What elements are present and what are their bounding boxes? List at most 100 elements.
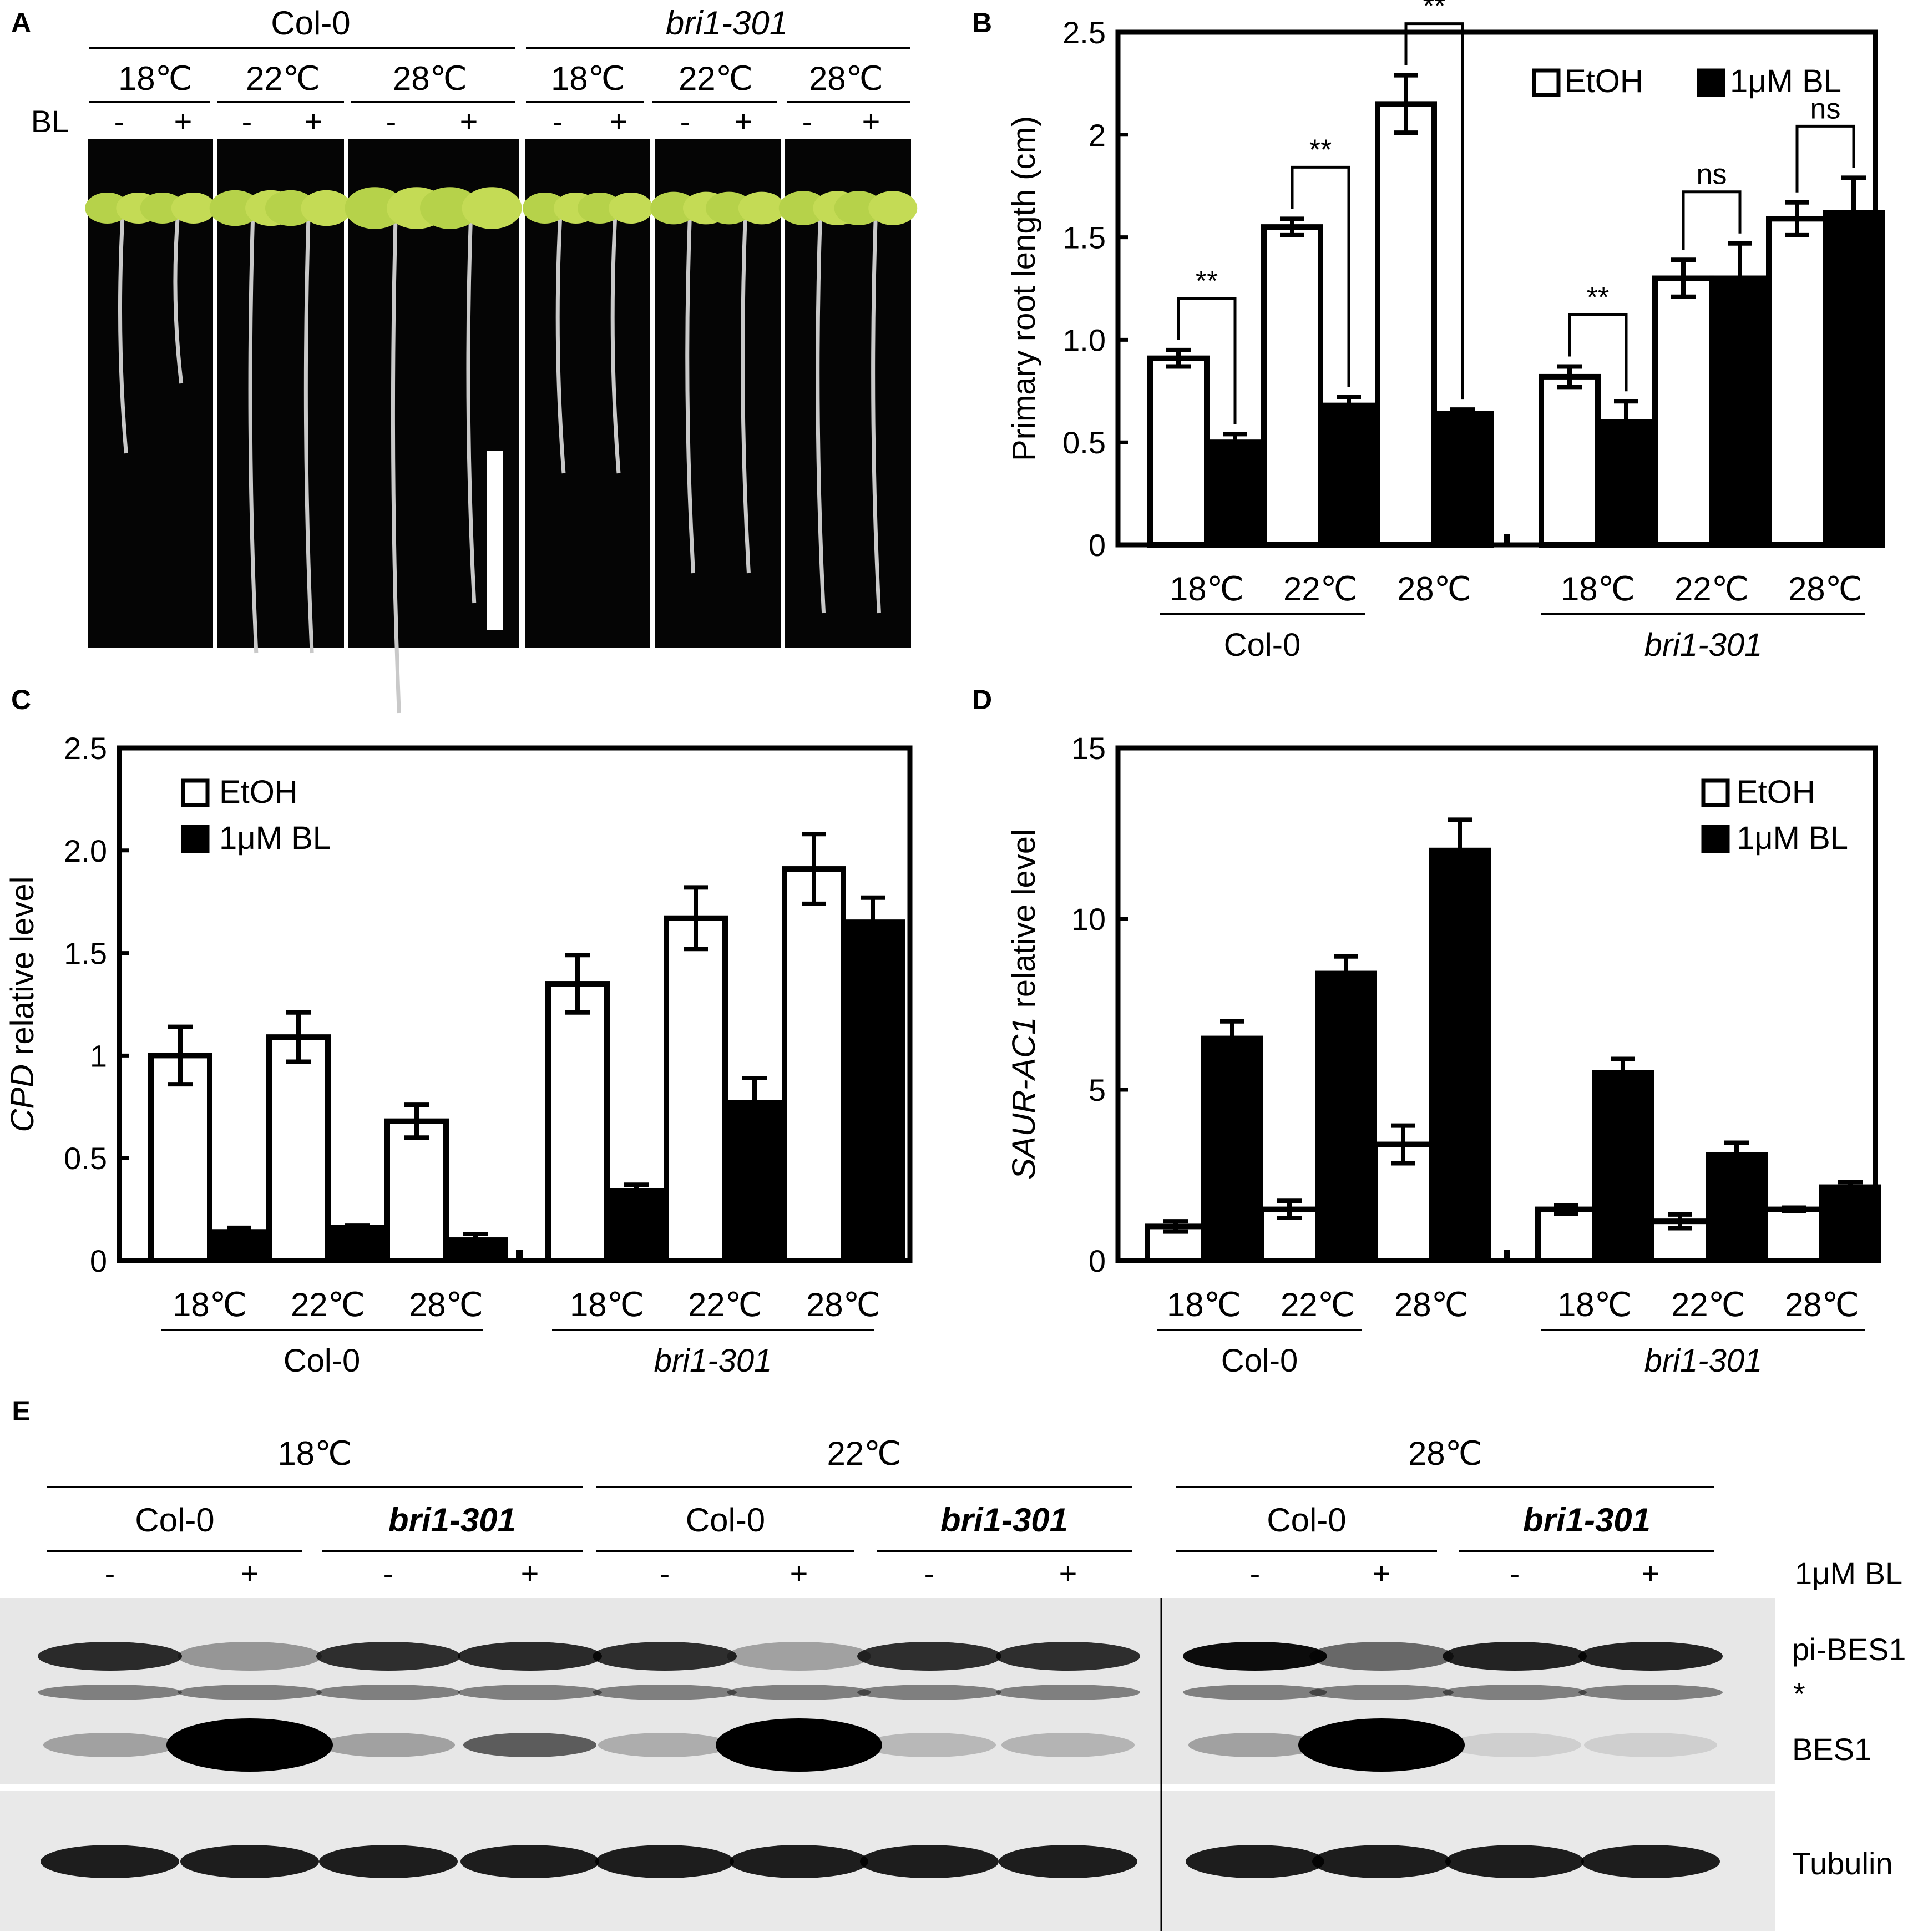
y-axis-label-rest: relative level (1006, 829, 1042, 1016)
panel-a-letter: A (11, 7, 31, 38)
seedling-root (303, 213, 314, 654)
band-nonspecific (1443, 1685, 1587, 1700)
x-category-label: 28℃ (1788, 570, 1863, 608)
panel-e-sign: - (1250, 1556, 1261, 1591)
significance-bracket (1404, 22, 1464, 400)
legend-label: EtOH (1565, 63, 1643, 99)
legend-label: 1μM BL (1737, 820, 1848, 856)
bar-bl (604, 1188, 669, 1263)
band-bes1 (598, 1733, 731, 1757)
bar-bl (1431, 411, 1494, 548)
panel-e-treatment-label: 1μM BL (1795, 1556, 1902, 1591)
significance-bracket (1177, 297, 1237, 424)
band-bes1 (43, 1733, 176, 1757)
group-separator-mark (1504, 534, 1510, 545)
y-tick-label: 2.0 (64, 833, 107, 868)
plot-frame (117, 745, 913, 1263)
y-tick-label: 0 (1089, 528, 1106, 563)
x-category-label: 18℃ (1557, 1286, 1632, 1323)
panel-a-temp-label: 28℃ (393, 60, 467, 97)
panel-a-sign: - (553, 104, 563, 139)
x-category-label: 22℃ (291, 1286, 365, 1323)
seedling-cotyledon (738, 191, 785, 225)
seedling-cotyledon (209, 190, 261, 226)
panel-a-sign: + (610, 104, 628, 139)
seedling-root (685, 213, 696, 574)
panel-e-sign: + (1373, 1556, 1391, 1591)
x-category-label: 28℃ (1397, 570, 1471, 608)
x-category-label: 18℃ (570, 1286, 644, 1323)
seedling-cotyledon (650, 191, 697, 225)
band-nonspecific (38, 1685, 182, 1700)
band-bes1 (166, 1718, 333, 1772)
band-tubulin (1581, 1845, 1720, 1878)
x-category-label: 18℃ (1561, 570, 1635, 608)
band-nonspecific (857, 1685, 1001, 1700)
significance-label: ** (1309, 134, 1332, 166)
seedling-cotyledon (345, 187, 405, 229)
bar-bl (1819, 1184, 1881, 1264)
band-tubulin (460, 1845, 599, 1878)
band-tubulin (1312, 1845, 1451, 1878)
bar-bl (841, 919, 905, 1264)
panel-a-sign: - (114, 104, 125, 139)
significance-label: ** (1587, 281, 1609, 313)
legend-label: EtOH (219, 774, 298, 810)
plot-frame (1115, 29, 1878, 548)
seedling-cotyledon (140, 193, 185, 224)
x-category-label: 22℃ (688, 1286, 762, 1323)
band-pi-bes1 (996, 1642, 1140, 1671)
panel-e-sign: - (105, 1556, 115, 1591)
y-tick-label: 2.5 (64, 731, 107, 766)
legend-label: EtOH (1737, 774, 1815, 810)
bar-etoh (1763, 1206, 1825, 1264)
band-nonspecific (996, 1685, 1140, 1700)
panel-a-genotype-label: Col-0 (271, 4, 350, 42)
panel-e-sign: - (660, 1556, 670, 1591)
y-tick-label: 1.0 (1062, 322, 1106, 357)
seedling-root (391, 213, 401, 714)
bar-bl (1204, 439, 1266, 548)
panel-a-sign: + (305, 104, 323, 139)
bar-etoh (782, 866, 846, 1263)
band-nonspecific (593, 1685, 737, 1700)
seedling-root (816, 213, 826, 614)
band-pi-bes1 (857, 1642, 1001, 1671)
y-axis-label: CPD relative level (4, 877, 41, 1132)
seedling-cotyledon (265, 190, 316, 226)
bar-bl (325, 1225, 389, 1264)
bar-etoh (1147, 355, 1210, 548)
y-axis-label-gene: SAUR-AC1 (1006, 1017, 1042, 1180)
band-tubulin (595, 1845, 734, 1878)
panel-a-sign: + (735, 104, 753, 139)
band-bes1 (322, 1733, 455, 1757)
group-separator-mark (1504, 1250, 1510, 1261)
y-tick-label: 0 (1089, 1243, 1106, 1278)
bar-etoh (664, 915, 728, 1263)
panel-e-sign: + (521, 1556, 539, 1591)
band-bes1 (1188, 1733, 1322, 1757)
x-group-label: bri1-301 (654, 1343, 772, 1379)
band-label: pi-BES1 (1792, 1632, 1906, 1667)
panel-e-genotype-label: bri1-301 (940, 1501, 1068, 1539)
panel-c-letter: C (11, 684, 31, 715)
band-pi-bes1 (316, 1642, 460, 1671)
bar-bl (1706, 1152, 1768, 1264)
panel-a-sign: + (460, 104, 478, 139)
seedling-cotyledon (609, 193, 653, 224)
significance-bracket (1291, 165, 1350, 387)
y-tick-label: 0 (90, 1243, 107, 1278)
x-category-label: 18℃ (173, 1286, 247, 1323)
legend-swatch-bl (1697, 68, 1725, 97)
x-category-label: 28℃ (1394, 1286, 1469, 1323)
bar-etoh (384, 1118, 449, 1263)
bar-bl (1709, 275, 1771, 548)
bar-bl (1429, 847, 1491, 1264)
y-tick-label: 0.5 (1062, 425, 1106, 460)
band-tubulin (180, 1845, 319, 1878)
panel-e-sign: + (1642, 1556, 1660, 1591)
seedling-root (871, 213, 881, 614)
panel-d-letter: D (972, 684, 992, 715)
panel-a-sign: - (680, 104, 691, 139)
bar-etoh (266, 1034, 331, 1263)
